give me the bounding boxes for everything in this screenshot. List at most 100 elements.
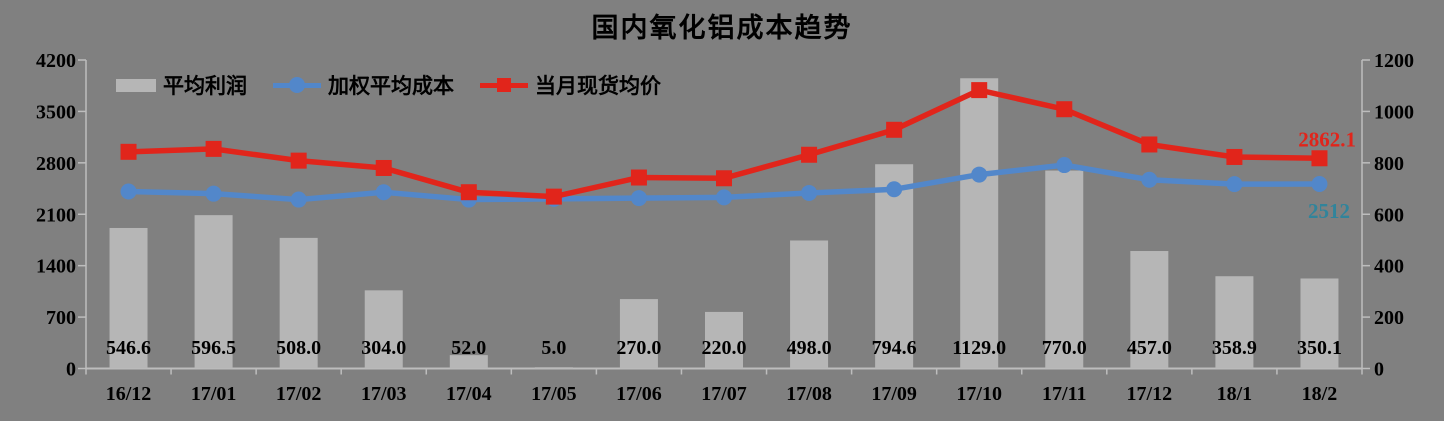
bar — [1215, 276, 1254, 369]
red-series-end-label: 2862.1 — [1298, 127, 1356, 151]
square-marker — [290, 152, 307, 169]
bar — [364, 290, 403, 369]
square-marker — [205, 140, 222, 157]
x-axis-category-label: 16/12 — [106, 383, 152, 405]
right-axis-tick-label: 1200 — [1374, 50, 1414, 72]
left-axis-tick-label: 3500 — [36, 101, 76, 123]
left-axis-tick-label: 1400 — [36, 256, 76, 278]
blue-series-end-label: 2512 — [1308, 199, 1350, 223]
bar-value-label: 794.6 — [872, 337, 917, 359]
x-axis-category-label: 17/10 — [956, 383, 1002, 405]
bar — [449, 355, 488, 369]
left-axis-tick-label: 0 — [66, 359, 76, 381]
bar-value-label: 270.0 — [616, 337, 661, 359]
square-marker — [460, 184, 477, 201]
left-axis-tick-label: 2800 — [36, 153, 76, 175]
square-marker — [716, 170, 732, 187]
x-axis-category-label: 17/01 — [191, 383, 237, 405]
line-circle-swatch-icon — [273, 77, 321, 93]
circle-marker — [886, 181, 903, 198]
square-marker — [630, 169, 647, 186]
x-axis-category-label: 18/1 — [1217, 383, 1253, 405]
square-marker — [886, 121, 903, 138]
circle-marker — [205, 185, 222, 202]
legend-label: 当月现货均价 — [535, 74, 661, 98]
right-axis-tick-label: 800 — [1374, 153, 1404, 175]
bar-value-label: 770.0 — [1042, 337, 1087, 359]
circle-marker — [120, 183, 137, 200]
chart-title: 国内氧化铝成本趋势 — [591, 13, 853, 44]
circle-marker — [1311, 175, 1328, 192]
circle-marker — [1226, 176, 1243, 193]
x-axis-category-label: 17/04 — [446, 383, 492, 405]
x-axis-category-label: 17/02 — [276, 383, 322, 405]
left-axis-tick-label: 2100 — [36, 204, 76, 226]
bar-value-label: 498.0 — [787, 337, 832, 359]
square-marker — [1226, 148, 1243, 165]
x-axis-category-label: 17/06 — [616, 383, 662, 405]
right-axis-tick-label: 400 — [1374, 256, 1404, 278]
bar — [1130, 251, 1169, 369]
line-square-swatch-icon — [480, 78, 528, 92]
legend-label: 加权平均成本 — [328, 74, 454, 98]
right-axis-tick-label: 0 — [1374, 359, 1384, 381]
left-axis-tick-label: 4200 — [36, 50, 76, 72]
x-axis-category-label: 17/03 — [361, 383, 407, 405]
legend-label: 平均利润 — [163, 74, 247, 98]
bar-value-label: 508.0 — [276, 337, 321, 359]
x-axis-category-label: 17/07 — [701, 383, 747, 405]
square-marker — [971, 82, 988, 99]
bar — [619, 299, 658, 369]
bar — [705, 311, 743, 369]
bar-value-label: 220.0 — [702, 337, 747, 359]
x-axis-category-label: 17/05 — [531, 383, 577, 405]
circle-marker — [290, 191, 307, 208]
circle-marker — [971, 166, 988, 183]
x-axis-category-label: 17/11 — [1042, 383, 1086, 405]
bar-swatch-icon — [116, 78, 156, 92]
bar — [109, 227, 148, 369]
legend-item-spot-avg-price: 当月现货均价 — [480, 70, 661, 100]
square-marker — [120, 143, 137, 160]
bar-value-label: 546.6 — [106, 337, 151, 359]
circle-marker — [630, 190, 647, 207]
square-marker — [1056, 101, 1073, 118]
bar — [534, 367, 573, 369]
bar-value-label: 350.1 — [1297, 337, 1342, 359]
bar-value-label: 1129.0 — [952, 337, 1006, 359]
square-marker — [375, 159, 392, 176]
bar-value-label: 52.0 — [451, 337, 486, 359]
square-marker — [545, 188, 562, 205]
circle-marker — [1141, 171, 1158, 188]
x-axis-category-label: 18/2 — [1302, 383, 1338, 405]
circle-marker — [1056, 157, 1073, 174]
x-axis-category-label: 17/08 — [786, 383, 832, 405]
bar — [1300, 278, 1339, 369]
circle-marker — [801, 184, 818, 201]
bar-value-label: 5.0 — [541, 337, 566, 359]
left-axis-tick-label: 700 — [46, 307, 76, 329]
square-marker — [1311, 150, 1328, 167]
legend-item-average-profit: 平均利润 — [116, 70, 247, 100]
square-marker — [801, 146, 818, 163]
bar — [194, 215, 233, 369]
right-axis-tick-label: 200 — [1374, 307, 1404, 329]
bar-value-label: 358.9 — [1212, 337, 1257, 359]
bar — [875, 164, 914, 369]
bar — [279, 237, 318, 369]
bar-value-label: 457.0 — [1127, 337, 1172, 359]
x-axis-category-label: 17/12 — [1127, 383, 1173, 405]
right-axis-tick-label: 1000 — [1374, 101, 1414, 123]
right-axis-tick-label: 600 — [1374, 204, 1404, 226]
legend: 平均利润 加权平均成本 当月现货均价 — [116, 70, 661, 100]
legend-item-weighted-avg-cost: 加权平均成本 — [273, 70, 454, 100]
bar — [1045, 170, 1084, 369]
circle-marker — [716, 189, 732, 206]
bar-value-label: 596.5 — [191, 337, 236, 359]
circle-marker — [375, 184, 392, 201]
square-marker — [1141, 136, 1158, 153]
x-axis-category-label: 17/09 — [871, 383, 917, 405]
bar — [960, 78, 999, 369]
